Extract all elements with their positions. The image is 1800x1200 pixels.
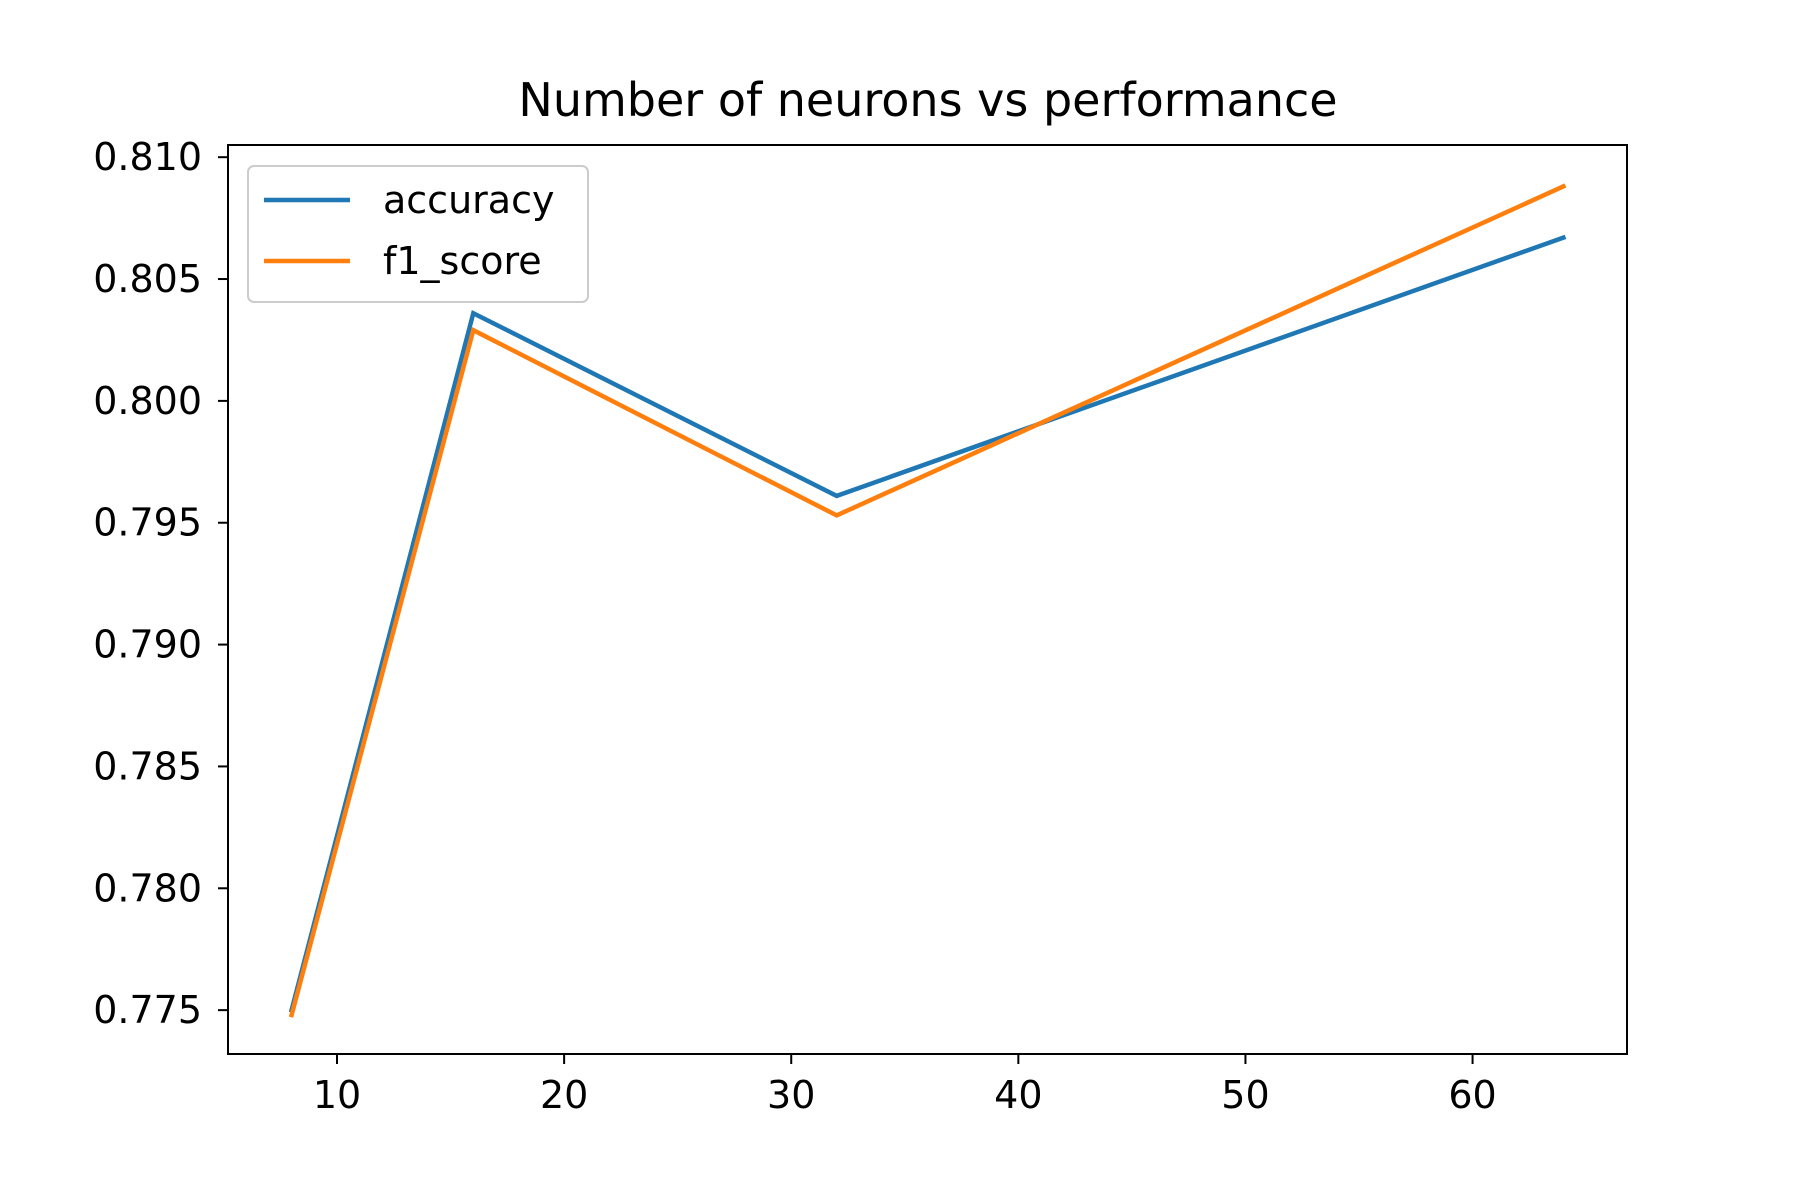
x-tick-label: 10 xyxy=(313,1073,361,1117)
y-tick-label: 0.780 xyxy=(93,866,202,910)
y-tick-label: 0.805 xyxy=(93,257,202,301)
x-tick-label: 60 xyxy=(1448,1073,1496,1117)
y-tick-label: 0.810 xyxy=(93,135,202,179)
series-line-accuracy xyxy=(288,234,1567,1013)
x-tick-label: 20 xyxy=(540,1073,588,1117)
x-tick-label: 50 xyxy=(1221,1073,1269,1117)
y-tick-label: 0.795 xyxy=(93,501,202,545)
legend-label-accuracy: accuracy xyxy=(383,178,554,222)
y-tick-label: 0.775 xyxy=(93,988,202,1032)
y-tick-label: 0.785 xyxy=(93,744,202,788)
y-tick-label: 0.800 xyxy=(93,379,202,423)
x-tick-label: 40 xyxy=(994,1073,1042,1117)
x-tick-label: 30 xyxy=(767,1073,815,1117)
y-tick-label: 0.790 xyxy=(93,623,202,667)
legend: accuracy f1_score xyxy=(247,165,589,303)
axes-frame xyxy=(227,144,1628,1055)
chart-title: Number of neurons vs performance xyxy=(518,73,1337,127)
series-line-f1_score xyxy=(288,183,1567,1018)
legend-label-f1_score: f1_score xyxy=(383,239,542,283)
plot-area: 10 20 30 40 50 60 0.775 0.780 0.785 0.790 0.795 0.8… xyxy=(93,135,1628,1117)
